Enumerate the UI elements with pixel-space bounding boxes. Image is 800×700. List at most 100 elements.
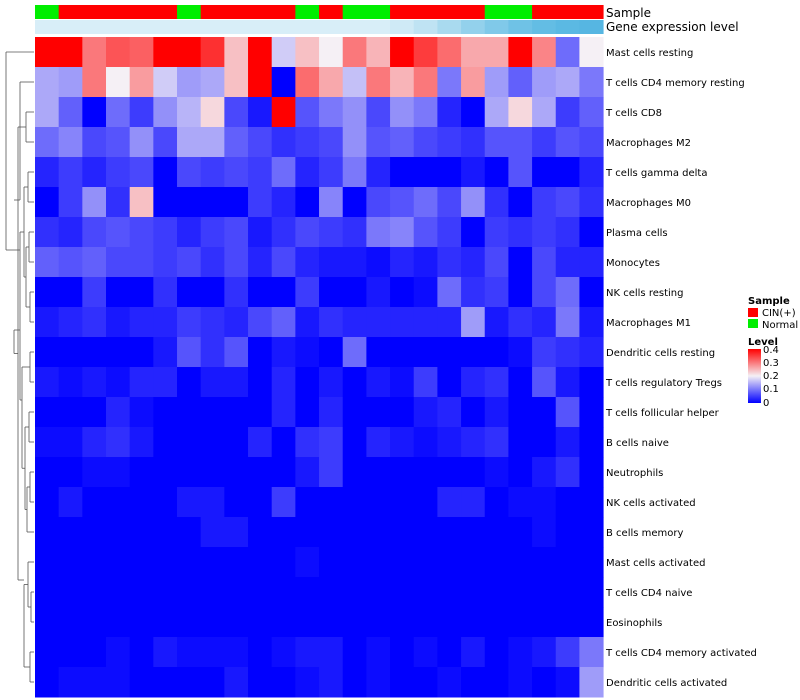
heatmap-cell xyxy=(129,577,154,608)
heatmap-cell xyxy=(200,187,225,218)
annotation-sample-cell xyxy=(579,5,604,19)
heatmap-cell xyxy=(508,307,533,338)
heatmap-cell xyxy=(82,217,107,248)
heatmap-cell xyxy=(413,277,438,308)
heatmap-cell xyxy=(129,277,154,308)
heatmap-cell xyxy=(129,427,154,458)
annotation-sample-cell xyxy=(200,5,225,19)
heatmap-cell xyxy=(319,637,344,668)
heatmap-cell xyxy=(200,427,225,458)
heatmap-cell xyxy=(319,127,344,158)
heatmap-cell xyxy=(129,397,154,428)
heatmap-cell xyxy=(248,547,273,578)
heatmap-cell xyxy=(295,487,320,518)
heatmap-cell xyxy=(153,397,178,428)
heatmap-cell xyxy=(366,97,391,128)
heatmap-cell xyxy=(484,427,509,458)
heatmap-cell xyxy=(579,667,604,698)
heatmap-cell xyxy=(129,667,154,698)
heatmap-cell xyxy=(319,487,344,518)
heatmap-cell xyxy=(437,217,462,248)
heatmap-cell xyxy=(508,517,533,548)
annotation-expression-cell xyxy=(413,20,438,34)
heatmap-cell xyxy=(437,127,462,158)
heatmap-cell xyxy=(248,337,273,368)
row-label: Macrophages M0 xyxy=(606,198,691,209)
heatmap-cell xyxy=(177,277,202,308)
heatmap-cell xyxy=(390,67,415,98)
heatmap-cell xyxy=(437,367,462,398)
heatmap-cell xyxy=(390,97,415,128)
heatmap-cell xyxy=(153,37,178,68)
heatmap-cell xyxy=(508,37,533,68)
heatmap-cell xyxy=(248,127,273,158)
heatmap-cell xyxy=(224,607,249,638)
heatmap-cell xyxy=(555,67,580,98)
heatmap-cell xyxy=(82,247,107,278)
heatmap-cell xyxy=(437,277,462,308)
legend-label-normal: Normal xyxy=(762,320,798,331)
heatmap-cell xyxy=(555,157,580,188)
annotation-sample-cell xyxy=(555,5,580,19)
heatmap-cell xyxy=(508,247,533,278)
heatmap-cell xyxy=(342,247,367,278)
annotation-sample-cell xyxy=(390,5,415,19)
heatmap-cell xyxy=(413,667,438,698)
heatmap-cell xyxy=(248,457,273,488)
heatmap-cell xyxy=(508,487,533,518)
heatmap-cell xyxy=(271,547,296,578)
heatmap-cell xyxy=(271,637,296,668)
heatmap-cell xyxy=(153,487,178,518)
heatmap-cell xyxy=(390,187,415,218)
heatmap-cell xyxy=(35,217,60,248)
heatmap-cell xyxy=(461,547,486,578)
legend-swatch-normal xyxy=(748,319,758,328)
heatmap-cell xyxy=(177,547,202,578)
heatmap-cell xyxy=(413,547,438,578)
heatmap-cell xyxy=(177,487,202,518)
heatmap-cell xyxy=(532,667,557,698)
heatmap-cell xyxy=(58,67,83,98)
heatmap-cell xyxy=(319,457,344,488)
heatmap-cell xyxy=(35,397,60,428)
annotation-expression-cell xyxy=(437,20,462,34)
heatmap-cell xyxy=(437,247,462,278)
annotation-expression-cell xyxy=(153,20,178,34)
annotation-expression-cell xyxy=(484,20,509,34)
heatmap-cell xyxy=(106,427,131,458)
heatmap-cell xyxy=(532,637,557,668)
heatmap-cell xyxy=(153,637,178,668)
heatmap-cell xyxy=(153,157,178,188)
heatmap-cell xyxy=(58,307,83,338)
heatmap-cell xyxy=(58,517,83,548)
annotation-sample-cell xyxy=(508,5,533,19)
heatmap-cell xyxy=(461,577,486,608)
heatmap-cell xyxy=(484,157,509,188)
annotation-expression-cell xyxy=(58,20,83,34)
annotation-expression-cell xyxy=(129,20,154,34)
heatmap-cell xyxy=(129,637,154,668)
heatmap-cell xyxy=(82,37,107,68)
heatmap-cell xyxy=(555,367,580,398)
heatmap-cell xyxy=(413,607,438,638)
heatmap-cell xyxy=(413,637,438,668)
heatmap-cell xyxy=(390,547,415,578)
heatmap-cell xyxy=(366,337,391,368)
heatmap-cell xyxy=(177,517,202,548)
heatmap-cell xyxy=(58,187,83,218)
heatmap-cell xyxy=(555,637,580,668)
heatmap-cell xyxy=(200,367,225,398)
heatmap-cell xyxy=(342,667,367,698)
heatmap-cell xyxy=(532,337,557,368)
heatmap-cell xyxy=(319,67,344,98)
heatmap-cell xyxy=(82,397,107,428)
heatmap-cell xyxy=(461,37,486,68)
heatmap-cell xyxy=(200,487,225,518)
heatmap-cell xyxy=(390,637,415,668)
heatmap-cell xyxy=(248,607,273,638)
heatmap-cell xyxy=(271,577,296,608)
heatmap-cell xyxy=(508,457,533,488)
annotation-expression-cell xyxy=(555,20,580,34)
heatmap-cell xyxy=(82,157,107,188)
heatmap-cell xyxy=(484,487,509,518)
